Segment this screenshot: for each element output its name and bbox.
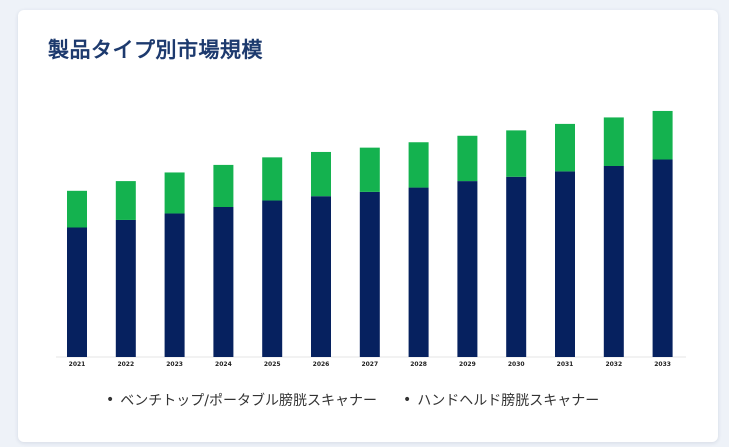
bar-benchtop-2033: [652, 159, 673, 357]
bar-handheld-2027: [359, 147, 380, 192]
x-tick-label: 2032: [605, 361, 622, 368]
bar-benchtop-2025: [262, 200, 283, 357]
x-tick-label: 2026: [313, 361, 330, 368]
bar-handheld-2033: [652, 110, 673, 160]
x-tick-label: 2025: [264, 361, 281, 368]
bar-handheld-2028: [408, 142, 429, 188]
bar-handheld-2031: [555, 123, 575, 172]
legend-item-benchtop: • ベンチトップ/ポータブル膀胱スキャナー: [106, 390, 377, 410]
bar-handheld-2022: [115, 181, 136, 220]
bar-benchtop-2028: [408, 187, 429, 357]
x-tick-label: 2028: [410, 361, 427, 368]
x-tick-label: 2023: [166, 361, 183, 368]
chart-legend: • ベンチトップ/ポータブル膀胱スキャナー • ハンドヘルド膀胱スキャナー: [106, 390, 599, 410]
bar-benchtop-2029: [457, 181, 478, 357]
x-tick-label: 2030: [508, 361, 525, 368]
x-tick-label: 2021: [69, 361, 86, 368]
bar-benchtop-2030: [506, 176, 527, 357]
bar-benchtop-2023: [164, 213, 185, 357]
legend-label-benchtop: ベンチトップ/ポータブル膀胱スキャナー: [120, 393, 377, 409]
x-tick-label: 2024: [215, 361, 232, 368]
x-tick-label: 2031: [557, 361, 574, 368]
chart-title: 製品タイプ別市場規模: [48, 38, 263, 62]
bar-handheld-2023: [164, 172, 185, 214]
bullet-icon: •: [402, 392, 412, 408]
chart-card: 製品タイプ別市場規模 2021 2022 2023 2024 2025 2026 2027 2…: [18, 10, 718, 442]
x-tick-label: 2027: [361, 361, 378, 368]
bar-handheld-2032: [603, 117, 624, 166]
x-tick-label: 2029: [459, 361, 476, 368]
bar-benchtop-2032: [603, 165, 624, 357]
bar-handheld-2029: [457, 135, 478, 182]
bar-handheld-2024: [213, 164, 234, 207]
legend-label-handheld: ハンドヘルド膀胱スキャナー: [417, 393, 600, 409]
bar-chart: 2021 2022 2023 2024 2025 2026 2027 2028 2029 2030…: [56, 110, 686, 368]
bar-benchtop-2031: [555, 171, 575, 357]
legend-item-handheld: • ハンドヘルド膀胱スキャナー: [403, 390, 599, 410]
x-tick-label: 2033: [654, 361, 671, 368]
bar-benchtop-2024: [213, 206, 234, 357]
bar-handheld-2021: [67, 190, 87, 228]
bar-benchtop-2026: [311, 196, 331, 357]
bar-benchtop-2022: [115, 219, 136, 357]
bar-benchtop-2021: [67, 227, 87, 357]
bar-handheld-2030: [506, 130, 527, 177]
bullet-icon: •: [106, 392, 115, 408]
x-tick-label: 2022: [117, 361, 134, 368]
bar-handheld-2026: [311, 151, 331, 197]
bar-handheld-2025: [262, 157, 283, 201]
bar-benchtop-2027: [359, 191, 380, 357]
